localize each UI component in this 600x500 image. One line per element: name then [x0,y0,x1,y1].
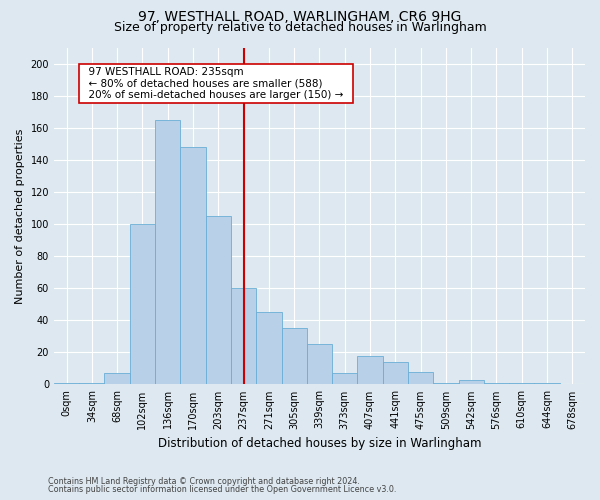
Text: Size of property relative to detached houses in Warlingham: Size of property relative to detached ho… [113,22,487,35]
Text: 97 WESTHALL ROAD: 235sqm  
  ← 80% of detached houses are smaller (588)  
  20% : 97 WESTHALL ROAD: 235sqm ← 80% of detach… [82,67,350,100]
Bar [104,373,130,384]
Bar [383,362,408,384]
Bar [535,383,560,384]
Text: Contains public sector information licensed under the Open Government Licence v3: Contains public sector information licen… [48,485,397,494]
Bar [509,383,535,384]
Bar [130,224,155,384]
Bar [484,383,509,384]
X-axis label: Distribution of detached houses by size in Warlingham: Distribution of detached houses by size … [158,437,481,450]
Bar [358,356,383,384]
Bar [206,216,231,384]
Bar [54,383,79,384]
Text: Contains HM Land Registry data © Crown copyright and database right 2024.: Contains HM Land Registry data © Crown c… [48,477,360,486]
Bar [79,383,104,384]
Bar [408,372,433,384]
Bar [281,328,307,384]
Bar [458,380,484,384]
Bar [181,147,206,384]
Bar [231,288,256,384]
Bar [307,344,332,385]
Text: 97, WESTHALL ROAD, WARLINGHAM, CR6 9HG: 97, WESTHALL ROAD, WARLINGHAM, CR6 9HG [139,10,461,24]
Bar [332,373,358,384]
Bar [433,383,458,384]
Bar [256,312,281,384]
Bar [155,120,181,384]
Y-axis label: Number of detached properties: Number of detached properties [15,128,25,304]
